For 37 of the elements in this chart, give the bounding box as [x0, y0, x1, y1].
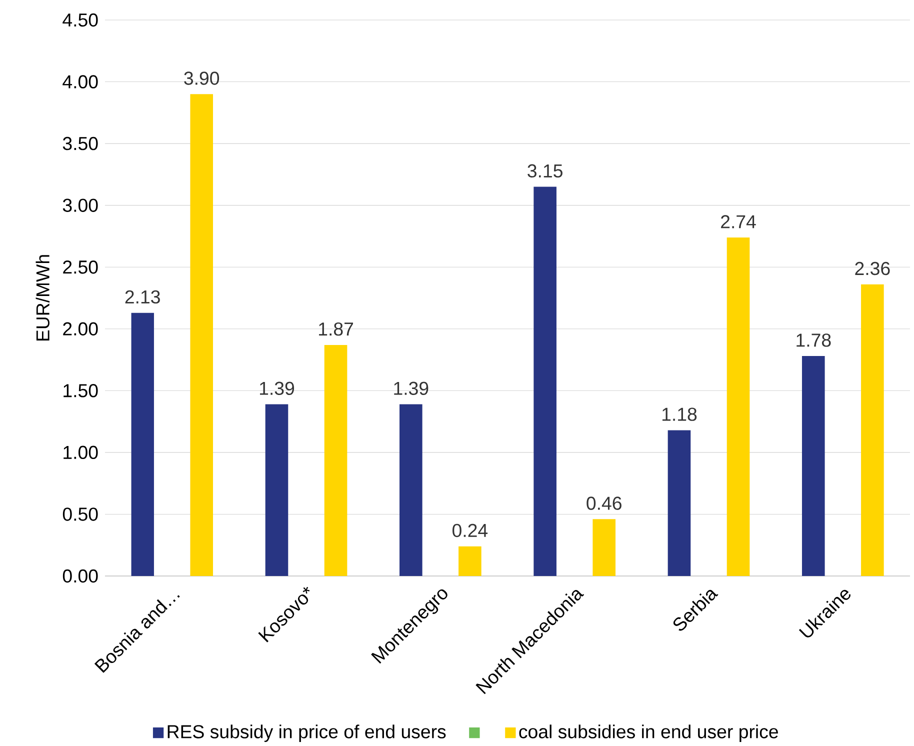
- bar: [190, 94, 214, 576]
- data-label: 2.13: [125, 290, 160, 304]
- y-tick-label: 4.50: [62, 13, 98, 27]
- y-tick-label: 0.50: [62, 508, 98, 521]
- y-tick-label: 2.00: [63, 322, 98, 336]
- y-tick-label: 0.00: [62, 569, 98, 583]
- bar: [324, 344, 348, 576]
- data-label: 2.36: [855, 262, 890, 276]
- bar: [131, 312, 154, 576]
- bar: [265, 404, 288, 576]
- data-label: 1.39: [394, 382, 428, 395]
- y-tick-label: 1.50: [64, 384, 98, 398]
- data-label: 1.78: [796, 334, 831, 347]
- bar: [861, 284, 884, 576]
- data-label: 2.74: [721, 215, 756, 228]
- data-label: 1.39: [260, 382, 294, 395]
- data-label: 1.87: [319, 322, 354, 336]
- data-label: 1.18: [662, 408, 697, 421]
- bar: [802, 356, 825, 576]
- legend-label: coal subsidies in end user price: [519, 724, 778, 742]
- bar: [668, 430, 691, 576]
- y-tick-label: 3.00: [62, 198, 98, 212]
- bar: [726, 237, 750, 576]
- y-tick-label: 3.50: [62, 136, 98, 150]
- y-tick-label: 1.00: [64, 446, 98, 460]
- data-label: 3.90: [184, 72, 220, 85]
- bar: [400, 404, 422, 576]
- bar: [458, 546, 482, 576]
- y-tick-label: 4.00: [62, 75, 98, 88]
- legend-label: RES subsidy in price of end users: [168, 724, 446, 742]
- data-label: 3.15: [528, 164, 562, 178]
- data-label: 0.24: [452, 524, 488, 538]
- data-label: 0.46: [586, 496, 622, 510]
- y-tick-label: 2.50: [63, 260, 98, 274]
- bar: [592, 519, 616, 576]
- y-axis-title: EUR/MWh: [36, 255, 50, 341]
- bar: [534, 186, 556, 576]
